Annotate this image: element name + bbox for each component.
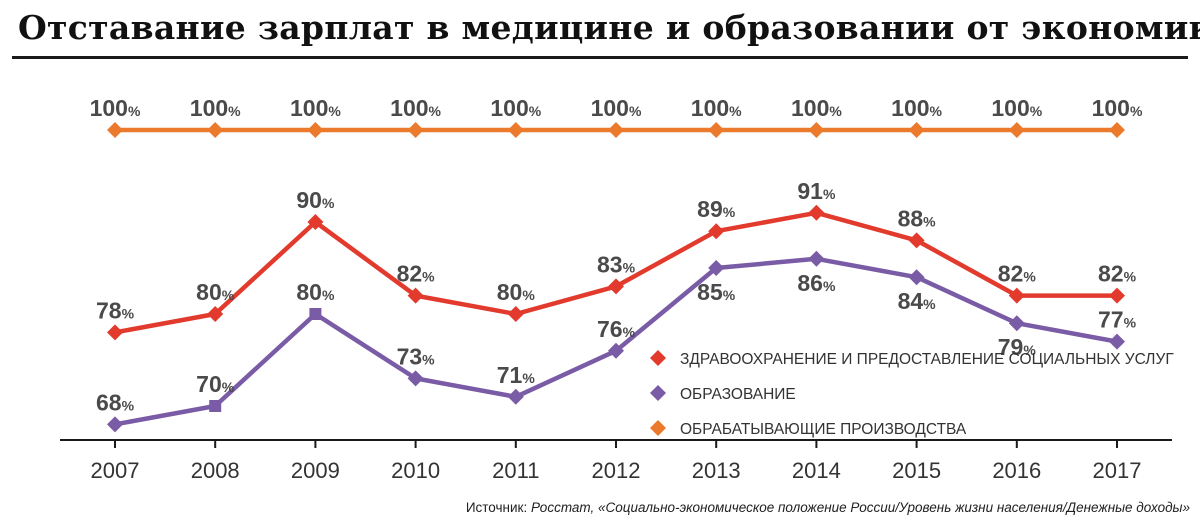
x-tick-label-2010: 2010: [391, 458, 440, 483]
series-2-point-2013: [708, 260, 725, 276]
series-0-label-2015: 100%: [891, 95, 942, 121]
series-0-label-2012: 100%: [591, 95, 642, 121]
series-1-point-2007: [107, 324, 123, 341]
series-2-point-2014: [808, 250, 825, 267]
series-1-label-2017: 82%: [1098, 261, 1137, 287]
series-0-point-2007: [107, 122, 123, 138]
series-0-point-2016: [1008, 122, 1025, 138]
legend-marker-1: [650, 385, 666, 401]
series-1-label-2010: 82%: [397, 261, 436, 287]
series-2-label-2012: 76%: [597, 316, 636, 342]
series-1-label-2016: 82%: [998, 261, 1037, 287]
series-1-label-2012: 83%: [597, 251, 636, 277]
series-0-point-2013: [708, 122, 725, 138]
series-2-point-2015: [908, 269, 925, 286]
x-tick-label-2014: 2014: [792, 458, 841, 483]
series-0-label-2017: 100%: [1092, 95, 1143, 121]
series-1-point-2012: [608, 278, 624, 295]
series-0-label-2011: 100%: [490, 95, 541, 121]
series-0-label-2007: 100%: [90, 95, 141, 121]
series-0-point-2009: [307, 122, 324, 138]
legend-label-образование: ОБРАЗОВАНИЕ: [680, 386, 796, 403]
series-1-label-2007: 78%: [96, 297, 135, 323]
legend-label-здравоохранение-и-предос: ЗДРАВООХРАНЕНИЕ И ПРЕДОСТАВЛЕНИЕ СОЦИАЛЬ…: [680, 351, 1174, 368]
legend-label-обрабатывающие-производс: ОБРАБАТЫВАЮЩИЕ ПРОИЗВОДСТВА: [680, 421, 967, 438]
series-2-label-2017: 77%: [1098, 307, 1137, 333]
series-0-label-2016: 100%: [991, 95, 1042, 121]
series-2-label-2007: 68%: [96, 389, 135, 415]
series-1-point-2010: [407, 287, 424, 304]
legend: ЗДРАВООХРАНЕНИЕ И ПРЕДОСТАВЛЕНИЕ СОЦИАЛЬ…: [650, 350, 1174, 438]
series-1-label-2009: 90%: [296, 187, 335, 213]
source-prefix: Источник:: [465, 500, 531, 515]
series-2-label-2015: 84%: [898, 288, 937, 314]
series-1-point-2016: [1008, 287, 1025, 304]
series-1-label-2014: 91%: [797, 178, 836, 204]
x-tick-label-2008: 2008: [191, 458, 240, 483]
series-1-point-2009: [307, 214, 324, 230]
label-layer: 100% 100% 100% 100% 100% 100% 100% 100% 100% 100%…: [90, 95, 1143, 415]
source-note: Источник: Росстат, «Социально-экономичес…: [360, 500, 1190, 515]
series-1-point-2014: [808, 204, 825, 221]
series-2-point-2008: [209, 400, 222, 412]
x-tick-label-2017: 2017: [1093, 458, 1142, 483]
series-2-point-2011: [507, 388, 524, 405]
source-text: Росстат, «Социально-экономическое положе…: [530, 500, 1190, 515]
series-0-label-2013: 100%: [691, 95, 742, 121]
series-1-label-2013: 89%: [697, 196, 736, 222]
series-2-point-2010: [407, 370, 424, 387]
x-tick-label-2012: 2012: [592, 458, 641, 483]
series-2-label-2011: 71%: [497, 362, 536, 388]
series-0-point-2012: [608, 122, 624, 138]
series-2-label-2008: 70%: [196, 371, 235, 397]
chart-title: Отставание зарплат в медицине и образова…: [18, 8, 1200, 47]
series-2-point-2007: [107, 416, 123, 433]
series-2-label-2010: 73%: [397, 343, 436, 369]
series-layer: [107, 122, 1125, 433]
series-0-label-2008: 100%: [190, 95, 241, 121]
series-1-point-2017: [1109, 287, 1125, 304]
series-2-label-2016: 79%: [998, 334, 1037, 360]
x-tick-label-2016: 2016: [992, 458, 1041, 483]
series-0-point-2017: [1109, 122, 1125, 138]
series-0-label-2010: 100%: [390, 95, 441, 121]
title-underline: [12, 56, 1188, 59]
series-2-point-2012: [608, 342, 624, 359]
x-axis: 2007 2008 2009 2010 2011 2012 2013 2014 2015 2016…: [60, 439, 1172, 483]
series-2-label-2013: 85%: [697, 279, 736, 305]
series-2-label-2014: 86%: [797, 270, 836, 296]
legend-marker-2: [650, 420, 666, 436]
x-tick-label-2007: 2007: [91, 458, 140, 483]
series-1-label-2015: 88%: [898, 205, 937, 231]
series-0-point-2015: [908, 122, 925, 138]
series-2-point-2017: [1109, 333, 1125, 350]
legend-marker-0: [650, 350, 666, 366]
series-0-point-2010: [407, 122, 424, 138]
series-1-label-2008: 80%: [196, 279, 235, 305]
series-0-point-2008: [207, 122, 224, 138]
series-1-point-2013: [708, 223, 725, 240]
series-0-label-2009: 100%: [290, 95, 341, 121]
series-1-point-2015: [908, 232, 925, 249]
series-2-point-2016: [1008, 315, 1025, 332]
series-1-label-2011: 80%: [497, 279, 536, 305]
x-tick-label-2011: 2011: [492, 458, 539, 483]
series-1-point-2008: [207, 306, 224, 322]
series-0-point-2014: [808, 122, 825, 138]
series-2-point-2009: [309, 308, 322, 320]
x-tick-label-2015: 2015: [892, 458, 941, 483]
series-0-point-2011: [507, 122, 524, 138]
x-tick-label-2009: 2009: [291, 458, 340, 483]
x-tick-label-2013: 2013: [692, 458, 741, 483]
series-0-label-2014: 100%: [791, 95, 842, 121]
series-2-label-2009: 80%: [296, 279, 335, 305]
series-1-point-2011: [507, 306, 524, 322]
